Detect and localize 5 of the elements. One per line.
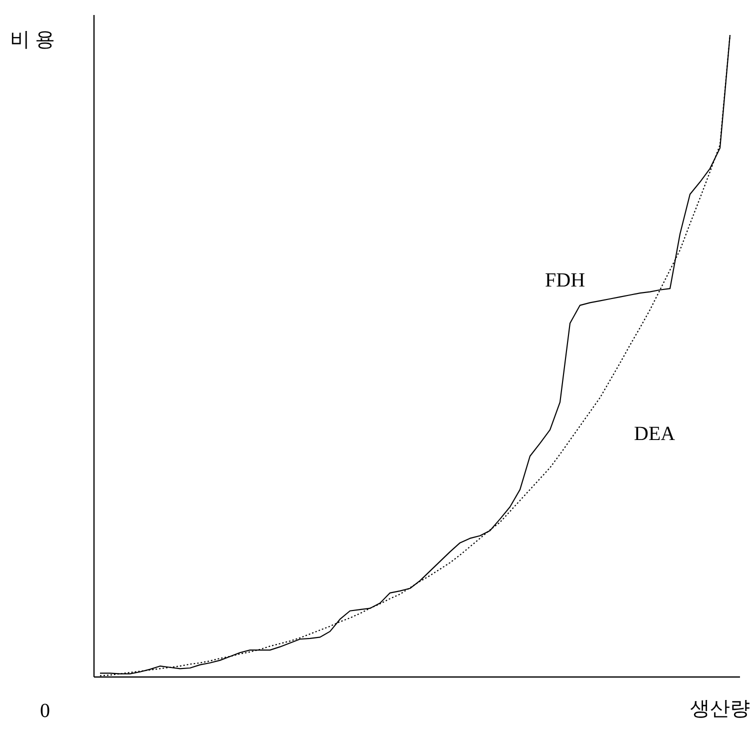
y-axis-title: 비 용 [10,29,55,51]
x-axis-title: 생산량 [690,698,750,720]
text: 0 [40,700,50,722]
series-label: FDH [545,269,586,292]
text: DEA [634,422,676,445]
